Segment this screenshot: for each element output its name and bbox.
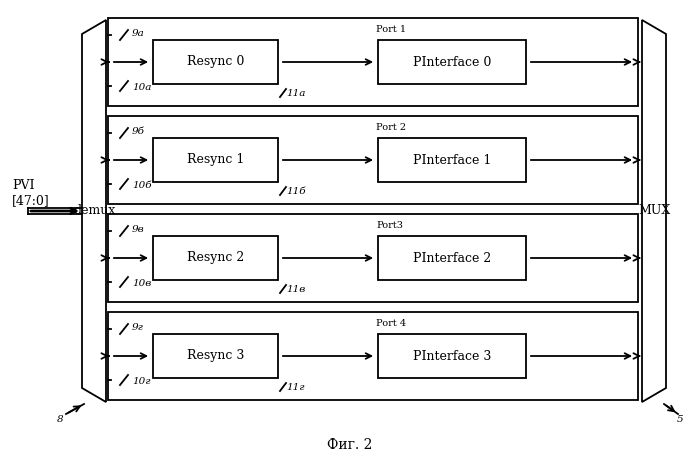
FancyBboxPatch shape [108,18,638,106]
Text: Фиг. 2: Фиг. 2 [327,438,372,452]
FancyBboxPatch shape [378,334,526,378]
Text: 10а: 10а [132,83,152,93]
Text: PInterface 0: PInterface 0 [413,55,491,69]
FancyBboxPatch shape [153,334,278,378]
Text: 10в: 10в [132,279,151,289]
Text: 11б: 11б [286,186,305,196]
FancyBboxPatch shape [153,138,278,182]
Text: PInterface 3: PInterface 3 [413,349,491,362]
Text: 9а: 9а [132,28,145,38]
Text: 9в: 9в [132,224,145,234]
FancyBboxPatch shape [108,312,638,400]
Polygon shape [82,20,106,402]
Text: Resync 1: Resync 1 [187,153,244,167]
Text: 9б: 9б [132,126,145,136]
Text: 11а: 11а [286,88,305,98]
Text: demux: demux [73,205,115,218]
Text: MUX: MUX [638,205,670,218]
Text: PInterface 2: PInterface 2 [413,251,491,265]
Text: Port 2: Port 2 [376,122,406,131]
FancyBboxPatch shape [108,116,638,204]
Text: 11в: 11в [286,284,305,294]
FancyBboxPatch shape [378,138,526,182]
Text: 9г: 9г [132,322,144,332]
FancyBboxPatch shape [378,40,526,84]
Text: 10г: 10г [132,377,150,387]
Text: Port 1: Port 1 [376,24,406,33]
Text: PInterface 1: PInterface 1 [413,153,491,167]
Polygon shape [642,20,666,402]
Text: Port3: Port3 [376,220,403,229]
Text: 5: 5 [677,415,684,425]
Text: Resync 0: Resync 0 [187,55,244,69]
Text: Resync 3: Resync 3 [187,349,244,362]
FancyBboxPatch shape [153,40,278,84]
FancyBboxPatch shape [108,214,638,302]
Text: 11г: 11г [286,382,305,392]
Text: Resync 2: Resync 2 [187,251,244,265]
FancyBboxPatch shape [378,236,526,280]
Text: 10б: 10б [132,181,152,191]
Text: Port 4: Port 4 [376,318,406,327]
Text: PVI
[47:0]: PVI [47:0] [12,179,50,207]
Text: 8: 8 [57,415,64,425]
FancyBboxPatch shape [153,236,278,280]
